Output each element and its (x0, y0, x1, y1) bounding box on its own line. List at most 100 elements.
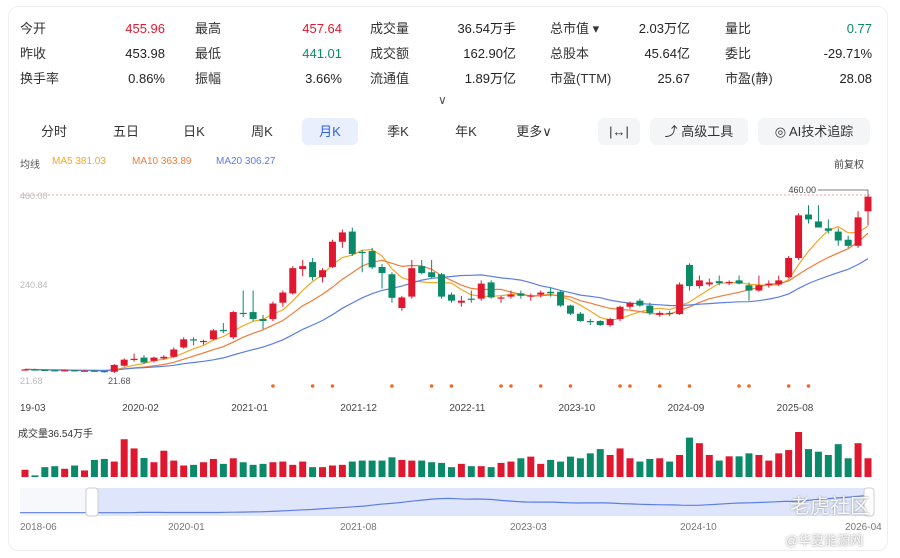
stat-label[interactable]: 总市值 ▾ (550, 21, 600, 36)
tools-icon: ⤴ (664, 124, 682, 139)
candle (725, 280, 733, 286)
event-marker (449, 384, 454, 388)
stat-value: 3.66% (305, 71, 342, 86)
volume-bar (190, 464, 198, 477)
candle-body (676, 284, 684, 315)
candle-body (646, 305, 654, 313)
candle (408, 260, 416, 299)
candle (646, 302, 654, 315)
candle-body (209, 330, 217, 340)
volume-bar (566, 456, 574, 477)
candle-body (259, 318, 267, 322)
min-price-label: 21.68 (108, 376, 131, 386)
candle-body (487, 282, 495, 298)
volume-bar (487, 467, 495, 477)
advanced-tools-button[interactable]: ⤴ 高级工具 (650, 118, 748, 145)
volume-bar (497, 462, 505, 477)
candle (368, 247, 376, 269)
tab-1[interactable]: 五日 (112, 124, 139, 139)
volume-bar (368, 460, 376, 477)
candle (219, 323, 227, 334)
volume-bar (537, 463, 545, 477)
tab-3[interactable]: 周K (251, 124, 273, 139)
event-marker (618, 384, 622, 388)
volume-bar (695, 443, 703, 477)
candle (279, 290, 287, 307)
ai-tracking-button[interactable]: ◎ AI技术追踪 (758, 118, 870, 145)
candle (110, 364, 118, 374)
candle (21, 368, 29, 371)
candle-body (517, 293, 525, 296)
candle (428, 260, 436, 279)
ma20-value: MA20 306.27 (216, 156, 276, 167)
candle (51, 369, 59, 372)
candle-body (418, 266, 426, 274)
candle-body (586, 321, 594, 323)
ma20-line (24, 258, 869, 372)
volume-bar (804, 449, 812, 477)
candle-body (447, 294, 455, 301)
event-marker (687, 384, 692, 388)
volume-bar (507, 461, 515, 477)
volume-bar (398, 459, 406, 477)
navigator-left-handle[interactable] (85, 487, 99, 517)
volume-bar (676, 454, 684, 477)
stat-value: 28.08 (839, 71, 872, 86)
volume-bar (170, 460, 178, 477)
fit-range-button[interactable]: |↔| (598, 118, 640, 145)
tab-7[interactable]: 更多∨ (516, 124, 552, 139)
x-axis-label: 2025-08 (777, 403, 814, 414)
tab-4[interactable]: 月K (302, 118, 358, 145)
candle-body (804, 214, 812, 220)
candle (90, 370, 98, 372)
candle (596, 320, 604, 326)
volume-bar (864, 458, 872, 477)
volume-bar (200, 462, 208, 477)
volume-bar (61, 468, 69, 477)
candle-body (61, 370, 69, 372)
chevron-down-icon[interactable]: ∨ (438, 93, 447, 107)
candle (120, 358, 128, 367)
candle-body (378, 266, 386, 274)
candle (398, 295, 406, 311)
candle-body (269, 303, 277, 319)
stat-label: 量比 (725, 21, 752, 36)
candle (715, 275, 723, 286)
candle (338, 229, 346, 248)
volume-bar (358, 460, 366, 477)
candle (735, 275, 743, 285)
candle-body (170, 349, 178, 357)
volume-bar (418, 460, 426, 477)
tab-0[interactable]: 分时 (40, 124, 67, 139)
navigator-right-handle[interactable] (863, 487, 875, 517)
candle-body (110, 364, 118, 372)
tab-6[interactable]: 年K (455, 124, 477, 139)
tab-2[interactable]: 日K (183, 124, 205, 139)
candle-body (795, 215, 803, 259)
navigator-label: 2020-01 (168, 522, 205, 533)
candle-body (685, 264, 693, 287)
volume-bar (328, 465, 336, 477)
candle (180, 337, 188, 349)
candle-body (477, 283, 485, 299)
tab-5[interactable]: 季K (387, 124, 409, 139)
volume-bar (477, 466, 485, 477)
candle-body (319, 270, 327, 278)
volume-bar (586, 453, 594, 477)
stat-label: 市盈(TTM) (550, 71, 612, 86)
volume-bar (725, 456, 733, 477)
volume-bar (239, 462, 247, 477)
stat-value: 455.96 (125, 21, 165, 36)
candle-body (358, 251, 366, 254)
volume-bar (656, 458, 664, 477)
candle (804, 205, 812, 224)
candle (775, 275, 783, 287)
adjust-toggle[interactable]: 前复权 (834, 160, 864, 171)
candle (497, 295, 505, 303)
volume-bar (715, 460, 723, 477)
navigator-label: 2024-10 (680, 522, 717, 533)
candle-body (576, 313, 584, 322)
candle-body (616, 306, 624, 319)
navigator-label: 2021-08 (340, 522, 377, 533)
